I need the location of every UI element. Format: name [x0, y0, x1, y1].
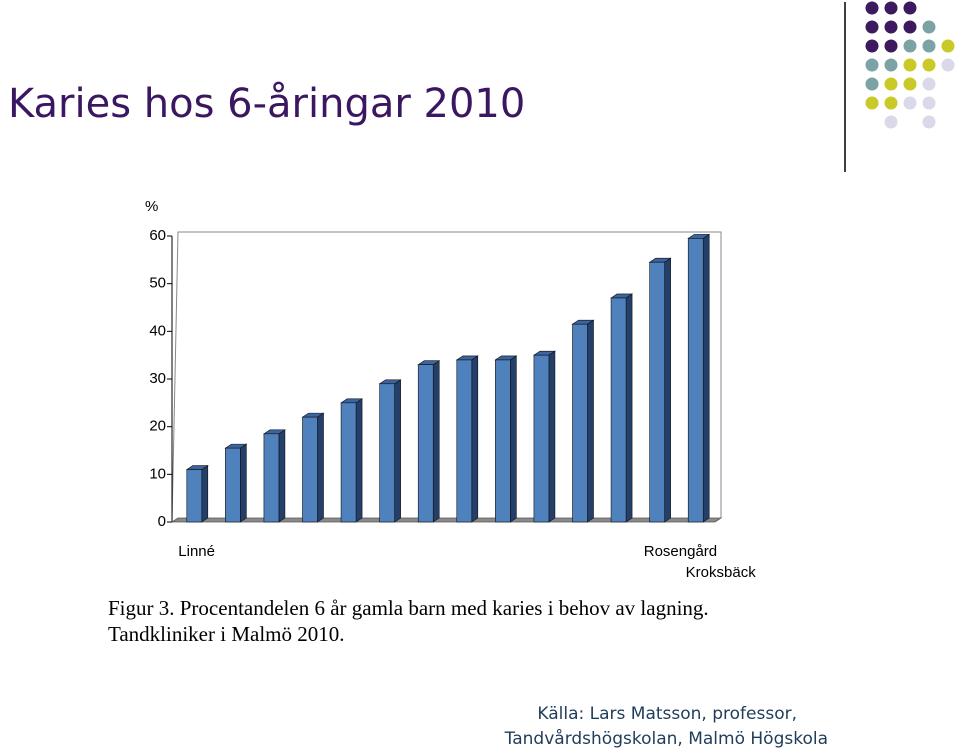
bar [687, 238, 704, 523]
bar-side [201, 465, 209, 523]
bar-side [548, 350, 556, 523]
dot [884, 58, 898, 72]
dot [865, 58, 879, 72]
dot [884, 77, 898, 91]
dot [922, 115, 936, 129]
source: Källa: Lars Matsson, professor, [537, 704, 797, 724]
dot [922, 39, 936, 53]
bar-side [702, 233, 710, 523]
bar-side [432, 360, 440, 523]
dot [903, 1, 917, 15]
dot [865, 39, 879, 53]
decoration [844, 1, 955, 172]
dot [865, 1, 879, 15]
dot [884, 39, 898, 53]
y-axis-label: % [145, 198, 158, 215]
bar [649, 261, 665, 523]
x-tick-label: Linné [178, 543, 215, 560]
floor [170, 517, 723, 523]
x-tick-label: Rosengård [644, 543, 717, 560]
dot [941, 39, 955, 53]
dot [903, 77, 917, 91]
dot [903, 96, 917, 110]
bar-side [240, 443, 247, 523]
dot [941, 58, 955, 72]
bar [186, 469, 203, 523]
dot [865, 20, 879, 34]
dot-pattern [865, 1, 955, 129]
y-tick-label: 60 [149, 227, 166, 244]
dot [903, 20, 917, 34]
y-tick-label: 0 [158, 513, 166, 530]
bar [340, 402, 357, 523]
dot [922, 96, 936, 110]
x-tick-label: Kroksbäck [686, 564, 757, 581]
dot [903, 39, 917, 53]
y-tick-label: 50 [149, 275, 166, 292]
dot [865, 96, 879, 110]
dot [884, 1, 898, 15]
y-tick-label: 20 [149, 418, 166, 435]
dot [922, 58, 936, 72]
dot [922, 20, 936, 34]
bar [495, 359, 511, 523]
dot [884, 96, 898, 110]
bar [379, 383, 395, 523]
title: Karies hos 6-åringar 2010 [8, 81, 525, 127]
bar [302, 416, 318, 523]
bar [417, 364, 434, 523]
bar [263, 433, 280, 523]
bar-side [664, 257, 671, 523]
caption: Tandkliniker i Malmö 2010. [108, 622, 345, 646]
bar [572, 323, 588, 523]
bar-side [625, 293, 633, 523]
source: Tandvårdshögskolan, Malmö Högskola [504, 728, 828, 749]
y-tick-label: 40 [149, 322, 166, 339]
bar [225, 447, 241, 523]
bar [610, 297, 627, 523]
dot [884, 20, 898, 34]
y-tick-label: 10 [149, 465, 166, 482]
chart: 0 10 20 30 40 50 60 Linné Rosengård Kroksbäck [149, 227, 756, 581]
bar [533, 354, 550, 523]
bar [456, 359, 473, 523]
dot [865, 77, 879, 91]
bar-side [317, 412, 324, 523]
caption: Figur 3. Procentandelen 6 år gamla barn … [108, 596, 709, 620]
plot-frame [171, 231, 722, 523]
y-tick-label: 30 [149, 370, 166, 387]
bar-side [587, 319, 594, 523]
bar-side [278, 429, 286, 523]
bar-side [355, 398, 363, 523]
bar-side [510, 355, 517, 523]
dot [922, 77, 936, 91]
dot [884, 115, 898, 129]
dot [903, 58, 917, 72]
bar-side [471, 355, 479, 523]
bar-side [394, 379, 401, 523]
